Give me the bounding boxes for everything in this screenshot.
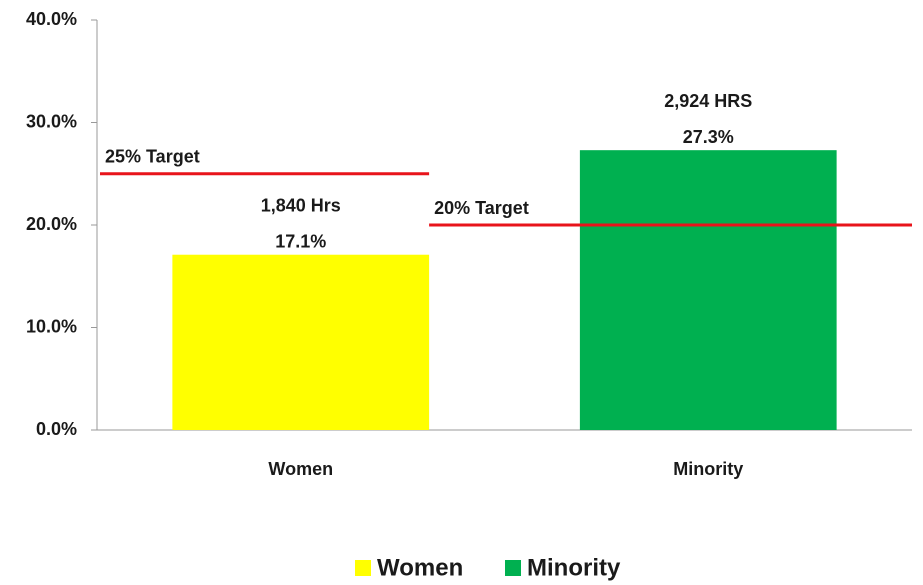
hours-label: 2,924 HRS [664,91,752,111]
y-tick-label: 20.0% [26,214,77,234]
hours-label: 1,840 Hrs [261,195,341,215]
y-tick-label: 0.0% [36,419,77,439]
legend-swatch [505,560,521,576]
value-label: 27.3% [683,127,734,147]
x-tick-label: Minority [673,459,743,479]
legend-swatch [355,560,371,576]
bar [172,254,430,430]
legend-label: Women [377,554,463,581]
x-tick-label: Women [268,459,333,479]
y-tick-label: 10.0% [26,316,77,336]
target-label: 20% Target [434,198,529,218]
value-label: 17.1% [275,231,326,251]
legend-label: Minority [527,554,621,581]
y-tick-label: 30.0% [26,111,77,131]
bar [579,150,837,431]
y-tick-label: 40.0% [26,9,77,29]
target-label: 25% Target [105,147,200,167]
